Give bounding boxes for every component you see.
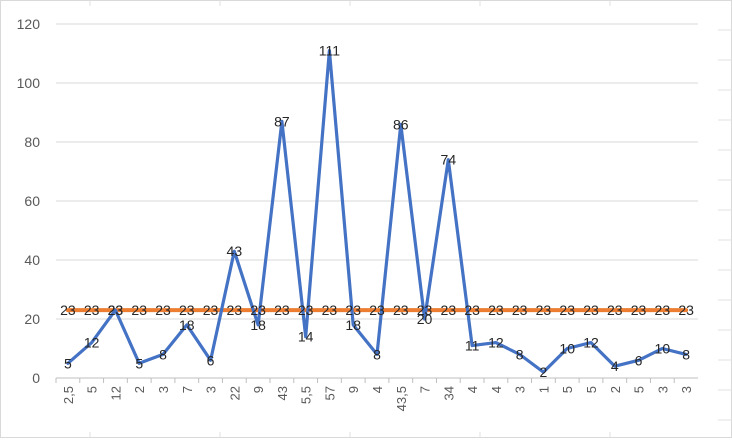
- x-tick-label: 3: [655, 386, 670, 393]
- data-label: 43: [227, 243, 243, 259]
- data-label: 11: [465, 338, 480, 354]
- average-data-label: 23: [155, 302, 171, 318]
- average-data-label: 23: [250, 302, 266, 318]
- x-tick-label: 4: [489, 386, 504, 393]
- x-tick-label: 3: [156, 386, 171, 393]
- x-tick-label: 57: [322, 386, 337, 400]
- data-label: 12: [84, 335, 100, 351]
- average-data-label: 23: [583, 302, 599, 318]
- x-tick-label: 22: [227, 386, 242, 400]
- data-label: 111: [319, 43, 340, 59]
- average-data-label: 23: [631, 302, 647, 318]
- data-label: 18: [179, 317, 195, 333]
- x-tick-label: 2: [132, 386, 147, 393]
- average-data-label: 23: [298, 302, 314, 318]
- x-tick-label: 1: [536, 386, 551, 393]
- y-tick-label: 120: [17, 16, 41, 32]
- data-label: 12: [583, 335, 599, 351]
- series-line-main: [66, 48, 688, 374]
- x-tick-label: 5: [632, 386, 647, 393]
- average-data-label: 23: [655, 302, 671, 318]
- x-tick-label: 7: [180, 386, 195, 393]
- data-label: 86: [393, 116, 409, 132]
- x-tick-label: 34: [441, 386, 456, 400]
- x-tick-label: 7: [418, 386, 433, 393]
- y-tick-label: 60: [24, 193, 40, 209]
- x-tick-label: 3: [679, 386, 694, 393]
- x-tick-label: 5: [85, 386, 100, 393]
- data-label: 8: [682, 346, 690, 362]
- x-tick-label: 9: [251, 386, 266, 393]
- x-tick-label: 43: [275, 386, 290, 400]
- y-tick-label: 20: [24, 311, 40, 327]
- average-data-label: 23: [84, 302, 100, 318]
- average-data-label: 23: [393, 302, 409, 318]
- data-label: 23: [108, 302, 124, 318]
- x-tick-label: 2,5: [61, 386, 76, 404]
- x-tick-label: 43,5: [394, 386, 409, 411]
- data-label: 5: [64, 355, 72, 371]
- data-label: 18: [250, 317, 266, 333]
- x-tick-label: 3: [513, 386, 528, 393]
- x-tick-label: 5,5: [299, 386, 314, 404]
- average-data-label: 23: [607, 302, 623, 318]
- average-data-label: 23: [345, 302, 361, 318]
- data-label: 5: [135, 355, 143, 371]
- x-tick-label: 9: [346, 386, 361, 393]
- x-tick-label: 12: [108, 386, 123, 400]
- data-label: 10: [559, 341, 575, 357]
- data-label: 4: [611, 358, 619, 374]
- data-label: 74: [441, 152, 457, 168]
- data-label: 6: [207, 352, 215, 368]
- y-tick-label: 40: [24, 252, 40, 268]
- average-data-label: 23: [464, 302, 480, 318]
- y-tick-label: 0: [32, 370, 40, 386]
- average-data-label: 23: [322, 302, 338, 318]
- y-tick-label: 80: [24, 134, 40, 150]
- average-data-label: 23: [227, 302, 243, 318]
- average-data-label: 23: [678, 302, 694, 318]
- average-data-label: 23: [559, 302, 575, 318]
- data-label: 8: [516, 346, 524, 362]
- data-label: 20: [417, 311, 433, 327]
- data-label: 10: [655, 341, 671, 357]
- x-tick-label: 4: [370, 386, 385, 393]
- data-label: 2: [540, 364, 548, 380]
- average-data-label: 23: [203, 302, 219, 318]
- data-label: 87: [274, 113, 290, 129]
- average-data-label: 23: [417, 302, 433, 318]
- average-data-label: 23: [274, 302, 290, 318]
- data-label: 12: [488, 335, 504, 351]
- x-tick-label: 3: [204, 386, 219, 393]
- average-data-label: 23: [488, 302, 504, 318]
- average-data-label: 23: [108, 302, 124, 318]
- average-data-label: 23: [179, 302, 195, 318]
- average-data-label: 23: [60, 302, 76, 318]
- x-tick-label: 4: [465, 386, 480, 393]
- x-tick-label: 5: [584, 386, 599, 393]
- x-tick-label: 2: [608, 386, 623, 393]
- x-tick-label: 5: [560, 386, 575, 393]
- data-label: 8: [159, 346, 167, 362]
- data-label: 8: [373, 346, 381, 362]
- average-data-label: 23: [131, 302, 147, 318]
- data-label: 14: [298, 329, 314, 345]
- data-label: 6: [635, 352, 643, 368]
- average-data-label: 23: [441, 302, 457, 318]
- average-data-label: 23: [536, 302, 552, 318]
- y-tick-label: 100: [17, 75, 41, 91]
- average-data-label: 23: [512, 302, 528, 318]
- average-data-label: 23: [369, 302, 385, 318]
- data-label: 18: [345, 317, 361, 333]
